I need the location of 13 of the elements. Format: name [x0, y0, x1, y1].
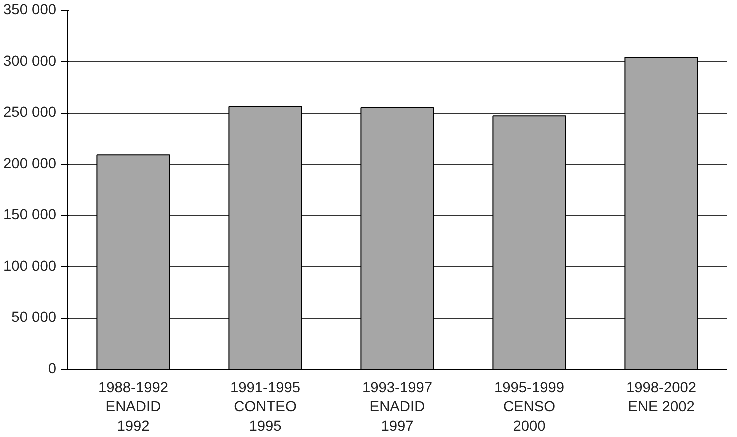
y-tick-label: 250 000	[4, 105, 57, 122]
x-tick-label: 1995-1999 CENSO 2000	[494, 380, 565, 435]
x-tick-label: 1993-1997 ENADID 1997	[362, 380, 433, 435]
y-tick-label: 200 000	[4, 156, 57, 172]
y-tick-label: 100 000	[4, 258, 57, 275]
y-tick-label: 150 000	[4, 208, 57, 224]
y-tick-label: 300 000	[4, 54, 57, 70]
y-tick-label: 50 000	[12, 310, 56, 326]
x-tick-label: 1991-1995 CONTEO 1995	[230, 380, 301, 435]
x-tick-label: 1998-2002 ENE 2002	[626, 380, 697, 416]
y-tick-label: 350 000	[4, 2, 57, 18]
x-tick-label: 1988-1992 ENADID 1992	[98, 380, 169, 435]
y-tick-label: 0	[48, 362, 57, 378]
